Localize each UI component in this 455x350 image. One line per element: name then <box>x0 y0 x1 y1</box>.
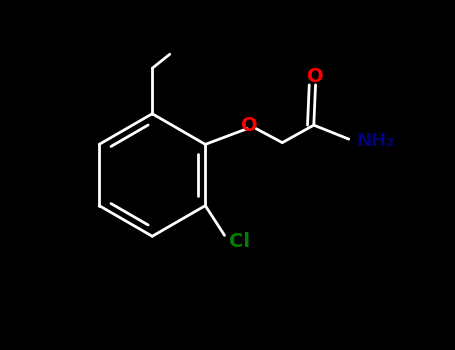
Text: O: O <box>241 116 258 135</box>
Text: O: O <box>307 66 324 86</box>
Text: NH₂: NH₂ <box>357 132 394 150</box>
Text: Cl: Cl <box>229 232 250 251</box>
